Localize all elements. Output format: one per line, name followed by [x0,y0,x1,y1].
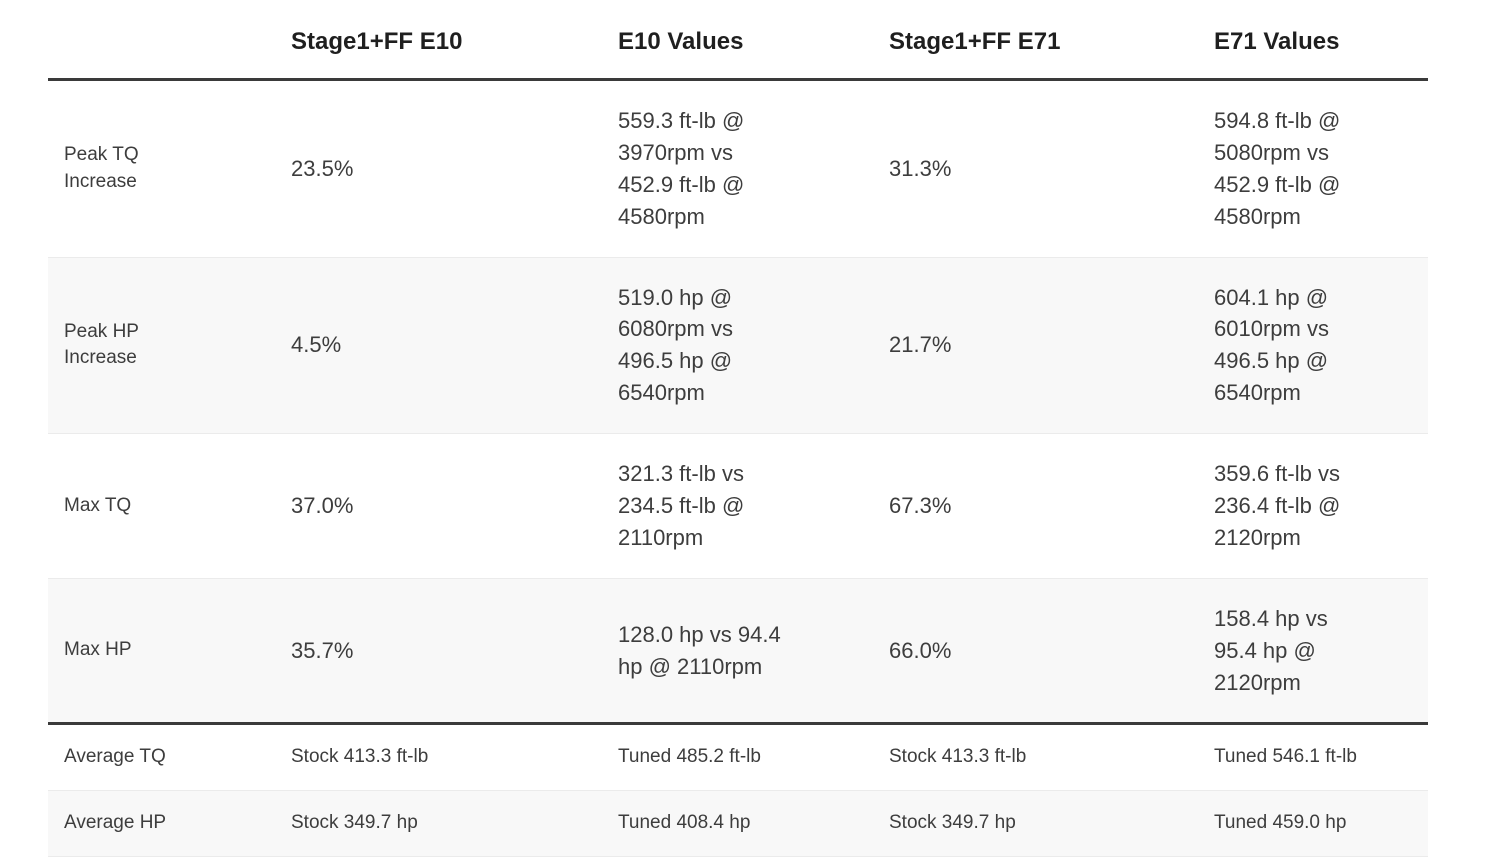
table-row: Peak HP Increase 4.5% 519.0 hp @ 6080rpm… [48,257,1428,434]
dyno-comparison-table-wrap: Stage1+FF E10 E10 Values Stage1+FF E71 E… [48,0,1428,857]
value-cell: 359.6 ft-lb vs 236.4 ft-lb @ 2120rpm [1214,461,1341,550]
value-cell: Stock 349.7 hp [291,812,418,834]
row-label: Peak TQ Increase [64,144,139,192]
value-cell: 4.5% [291,332,342,358]
header-row: Stage1+FF E10 E10 Values Stage1+FF E71 E… [48,0,1428,80]
table-row: Max TQ 37.0% 321.3 ft-lb vs 234.5 ft-lb … [48,434,1428,579]
table-row: Max HP 35.7% 128.0 hp vs 94.4 hp @ 2110r… [48,578,1428,724]
value-cell: 35.7% [291,637,354,663]
value-cell: Stock 349.7 hp [889,812,1016,834]
table-row: Average HP Stock 349.7 hp Tuned 408.4 hp… [48,790,1428,857]
row-label: Peak HP Increase [64,320,139,369]
value-cell: 21.7% [889,332,952,358]
row-label: Max TQ [64,494,132,516]
value-cell: Stock 413.3 ft-lb [889,746,1027,768]
column-header-stage1-ff-e71: Stage1+FF E71 [889,28,1061,55]
value-cell: 23.5% [291,155,354,181]
value-cell: 66.0% [889,637,952,663]
table-row: Peak TQ Increase 23.5% 559.3 ft-lb @ 397… [48,80,1428,258]
value-cell: 559.3 ft-lb @ 3970rpm vs 452.9 ft-lb @ 4… [618,108,745,229]
column-header-e10-values: E10 Values [618,28,744,55]
value-cell: 158.4 hp vs 95.4 hp @ 2120rpm [1214,605,1328,695]
table-body: Peak TQ Increase 23.5% 559.3 ft-lb @ 397… [48,80,1428,724]
row-label: Average TQ [64,746,166,768]
table-summary-body: Average TQ Stock 413.3 ft-lb Tuned 485.2… [48,723,1428,857]
value-cell: 128.0 hp vs 94.4 hp @ 2110rpm [618,621,781,679]
value-cell: 31.3% [889,155,952,181]
value-cell: Tuned 485.2 ft-lb [618,746,761,768]
value-cell: 37.0% [291,493,354,519]
value-cell: 519.0 hp @ 6080rpm vs 496.5 hp @ 6540rpm [618,284,733,406]
value-cell: Tuned 546.1 ft-lb [1214,746,1357,768]
dyno-comparison-table: Stage1+FF E10 E10 Values Stage1+FF E71 E… [48,0,1428,857]
row-label: Max HP [64,639,132,661]
column-header-e71-values: E71 Values [1214,28,1340,55]
value-cell: 67.3% [889,493,952,519]
column-header-stage1-ff-e10: Stage1+FF E10 [291,28,463,55]
value-cell: 321.3 ft-lb vs 234.5 ft-lb @ 2110rpm [618,461,745,550]
column-header-empty [48,0,275,80]
value-cell: 594.8 ft-lb @ 5080rpm vs 452.9 ft-lb @ 4… [1214,108,1341,229]
value-cell: Tuned 408.4 hp [618,812,751,834]
value-cell: Tuned 459.0 hp [1214,812,1347,834]
table-header: Stage1+FF E10 E10 Values Stage1+FF E71 E… [48,0,1428,80]
value-cell: Stock 413.3 ft-lb [291,746,429,768]
table-row: Average TQ Stock 413.3 ft-lb Tuned 485.2… [48,724,1428,791]
value-cell: 604.1 hp @ 6010rpm vs 496.5 hp @ 6540rpm [1214,284,1329,406]
row-label: Average HP [64,812,167,834]
